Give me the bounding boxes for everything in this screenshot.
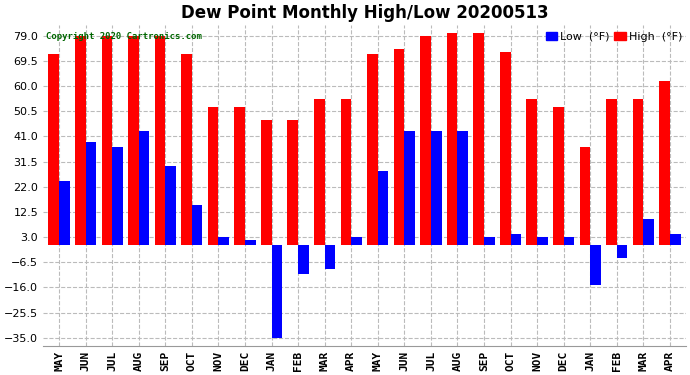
Bar [500, 52, 511, 245]
Bar [431, 131, 442, 245]
Bar [235, 107, 245, 245]
Bar [48, 54, 59, 245]
Bar [166, 165, 176, 245]
Bar [181, 54, 192, 245]
Bar [314, 99, 325, 245]
Bar [75, 36, 86, 245]
Bar [367, 54, 377, 245]
Bar [447, 33, 457, 245]
Bar [288, 120, 298, 245]
Legend: Low  (°F), High  (°F): Low (°F), High (°F) [542, 27, 687, 46]
Bar [128, 36, 139, 245]
Bar [457, 131, 468, 245]
Bar [155, 36, 166, 245]
Bar [580, 147, 590, 245]
Bar [112, 147, 123, 245]
Bar [261, 120, 272, 245]
Title: Dew Point Monthly High/Low 20200513: Dew Point Monthly High/Low 20200513 [181, 4, 549, 22]
Bar [86, 142, 97, 245]
Bar [564, 237, 574, 245]
Text: Copyright 2020 Cartronics.com: Copyright 2020 Cartronics.com [46, 32, 202, 40]
Bar [659, 81, 670, 245]
Bar [272, 245, 282, 338]
Bar [670, 234, 680, 245]
Bar [484, 237, 495, 245]
Bar [606, 99, 617, 245]
Bar [526, 99, 537, 245]
Bar [219, 237, 229, 245]
Bar [351, 237, 362, 245]
Bar [394, 49, 404, 245]
Bar [590, 245, 601, 285]
Bar [245, 240, 255, 245]
Bar [101, 36, 112, 245]
Bar [139, 131, 149, 245]
Bar [377, 171, 388, 245]
Bar [553, 107, 564, 245]
Bar [420, 36, 431, 245]
Bar [298, 245, 308, 274]
Bar [325, 245, 335, 269]
Bar [633, 99, 643, 245]
Bar [208, 107, 219, 245]
Bar [59, 182, 70, 245]
Bar [404, 131, 415, 245]
Bar [511, 234, 521, 245]
Bar [192, 205, 202, 245]
Bar [341, 99, 351, 245]
Bar [643, 219, 654, 245]
Bar [473, 33, 484, 245]
Bar [617, 245, 627, 258]
Bar [537, 237, 548, 245]
